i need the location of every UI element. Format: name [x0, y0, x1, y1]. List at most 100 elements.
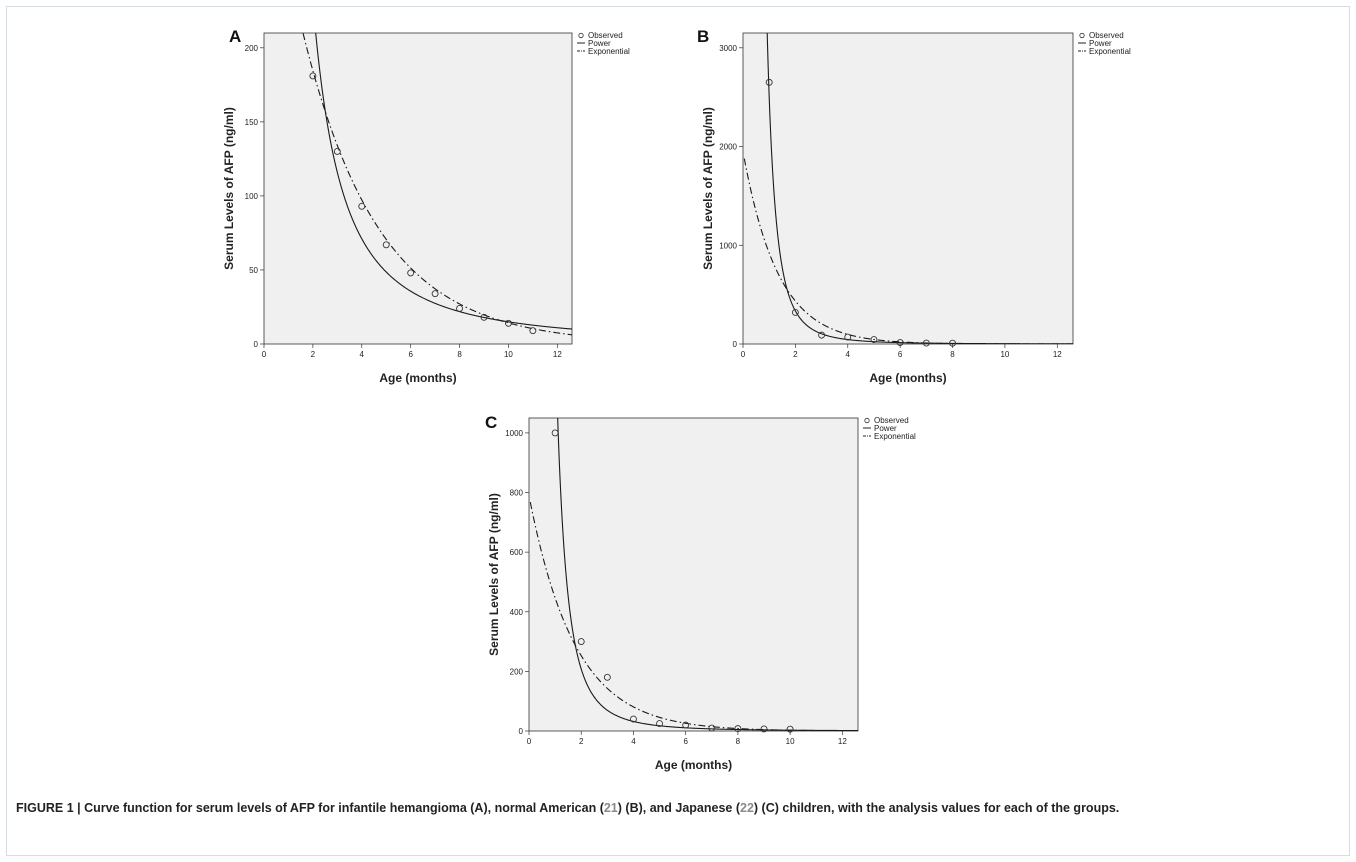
panel-a-observed-point — [504, 319, 512, 327]
panel-a-y-axis-title: Serum Levels of AFP (ng/ml) — [222, 107, 236, 270]
panel-c-x-tick-label: 0 — [527, 737, 532, 746]
chart-panel-c: 0 2 4 6 8 10 12 0 200 400 600 800 1000 Age (months) Se… — [485, 413, 916, 772]
panel-b-legend-label: Observed — [1089, 31, 1124, 40]
panel-c-observed-point — [734, 725, 742, 733]
caption-mid: ) (B), and Japanese ( — [617, 801, 741, 815]
panel-a-y-tick-label: 0 — [254, 340, 259, 349]
chart-panel-b: 0 2 4 6 8 10 12 0 1000 2000 3000 Age (months) Serum … — [697, 27, 1131, 385]
panel-b-observed-point — [765, 78, 773, 86]
panel-b-observed-point — [791, 308, 799, 316]
panel-a-power-curve — [315, 33, 572, 330]
panel-a-exponential-curve — [302, 33, 572, 336]
panel-b-x-tick-label: 10 — [1000, 350, 1009, 359]
panel-a-x-tick-label: 0 — [262, 350, 267, 359]
panel-b-observed-point — [870, 336, 878, 344]
panel-c-data-layer — [529, 418, 858, 731]
panel-b-y-tick-label: 2000 — [719, 143, 737, 152]
panel-c-y-tick-label: 200 — [510, 667, 524, 676]
panel-a-observed-point — [382, 241, 390, 249]
panel-b-observed-point — [922, 339, 930, 347]
panel-b-observed-point — [896, 339, 904, 346]
panel-c-legend-label: Exponential — [874, 432, 916, 441]
caption-ref-21[interactable]: 21 — [603, 801, 618, 815]
panel-b-x-tick-label: 8 — [950, 350, 955, 359]
panel-c-observed-point — [760, 725, 768, 733]
panel-a-observed-point — [407, 269, 415, 277]
panel-c-observed-point — [708, 724, 716, 732]
panel-a-x-tick-label: 8 — [457, 350, 462, 359]
panel-c-y-tick-label: 600 — [510, 548, 524, 557]
panel-b-legend-label: Exponential — [1089, 47, 1131, 56]
panel-c-x-tick-label: 10 — [786, 737, 795, 746]
panel-a-observed-point — [529, 327, 537, 335]
chart-panel-a: 0 2 4 6 8 10 12 0 50 100 150 200 Age (months) Serum L… — [222, 27, 630, 385]
panel-c-y-tick-label: 400 — [510, 608, 524, 617]
panel-c-y-tick-label: 800 — [510, 489, 524, 498]
panel-a-x-tick-label: 6 — [408, 350, 413, 359]
panel-c-x-axis-title: Age (months) — [655, 758, 732, 772]
panel-b-x-tick-label: 6 — [898, 350, 903, 359]
panel-c-legend-label: Power — [874, 424, 897, 433]
panel-c-x-tick-label: 2 — [579, 737, 584, 746]
panel-b-plot-area — [742, 32, 1074, 345]
panel-b-y-tick-label: 3000 — [719, 44, 737, 53]
panel-a-legend-label: Power — [588, 39, 611, 48]
panel-a-legend-label: Exponential — [588, 47, 630, 56]
panel-a-y-tick-label: 200 — [245, 44, 259, 53]
caption-lead: FIGURE 1 | Curve function for serum leve… — [16, 801, 604, 815]
panel-c-y-tick-label: 1000 — [505, 429, 523, 438]
panel-b-observed-point — [844, 333, 852, 341]
panel-b-y-axis-title: Serum Levels of AFP (ng/ml) — [701, 107, 715, 270]
panel-c-x-tick-label: 8 — [736, 737, 741, 746]
panel-c-observed-point — [577, 638, 585, 646]
panel-b-y-tick-label: 0 — [733, 340, 738, 349]
panel-b-x-tick-label: 12 — [1053, 350, 1062, 359]
panel-a-observed-point — [309, 72, 317, 80]
caption-tail: ) (C) children, with the analysis values… — [753, 801, 1120, 815]
panel-c-legend-label: Observed — [874, 416, 909, 425]
panel-c-y-axis-title: Serum Levels of AFP (ng/ml) — [487, 493, 501, 656]
panel-b-data-layer — [743, 33, 1073, 344]
panel-a-x-tick-label: 2 — [311, 350, 316, 359]
panel-c-exponential-curve — [529, 502, 858, 731]
panel-c-observed-point — [603, 673, 611, 681]
panel-a-legend-observed-marker — [578, 32, 584, 39]
panel-b-x-tick-label: 0 — [741, 350, 746, 359]
panel-a-x-tick-label: 12 — [553, 350, 562, 359]
panel-a-legend-label: Observed — [588, 31, 623, 40]
panel-b-x-tick-label: 4 — [846, 350, 851, 359]
panel-a-y-tick-label: 100 — [245, 192, 259, 201]
panel-a-observed-point — [333, 148, 341, 155]
panel-a-data-layer — [302, 33, 572, 336]
panel-b-observed-point — [949, 339, 956, 347]
panel-c-observed-point — [786, 725, 794, 733]
panel-c-x-tick-label: 6 — [683, 737, 688, 746]
panel-c-letter: C — [485, 413, 497, 432]
panel-a-x-tick-label: 4 — [360, 350, 365, 359]
panel-b-legend-observed-marker — [1079, 32, 1085, 39]
panel-a-x-axis-title: Age (months) — [379, 371, 456, 385]
panel-c-observed-point — [682, 721, 690, 729]
figure-frame — [6, 6, 1350, 856]
figure-caption: FIGURE 1 | Curve function for serum leve… — [16, 800, 1336, 817]
panel-c-y-tick-label: 0 — [519, 727, 524, 736]
panel-c-plot-area — [528, 417, 859, 732]
panel-a-observed-point — [480, 313, 488, 321]
panel-a-y-tick-label: 50 — [249, 266, 258, 275]
panel-b-x-tick-label: 2 — [793, 350, 798, 359]
panel-c-x-tick-label: 12 — [838, 737, 847, 746]
panel-a-letter: A — [229, 27, 241, 46]
panel-b-x-axis-title: Age (months) — [869, 371, 946, 385]
panel-b-exponential-curve — [743, 158, 1073, 344]
panel-a-observed-point — [358, 202, 366, 210]
panel-b-legend-label: Power — [1089, 39, 1112, 48]
panel-c-observed-point — [551, 429, 559, 437]
panel-a-observed-point — [456, 305, 464, 312]
panel-a-plot-area — [263, 32, 573, 345]
panel-b-letter: B — [697, 27, 709, 46]
panel-a-y-tick-label: 150 — [245, 118, 259, 127]
caption-ref-22[interactable]: 22 — [740, 801, 754, 815]
panel-c-x-tick-label: 4 — [631, 737, 636, 746]
panel-c-observed-point — [656, 720, 664, 727]
panel-a-x-tick-label: 10 — [504, 350, 513, 359]
